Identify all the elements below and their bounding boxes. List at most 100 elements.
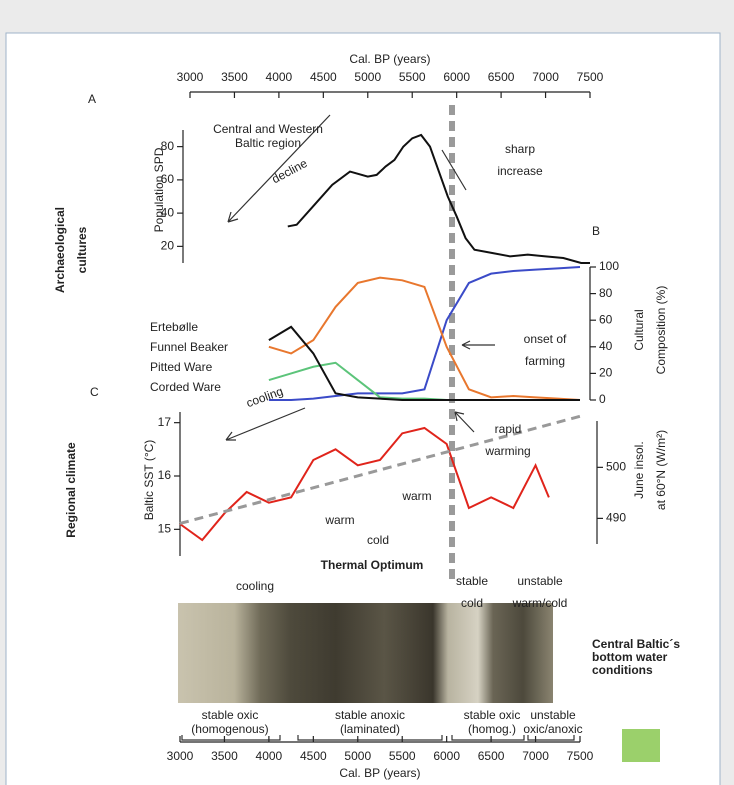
core-unit-line: stable oxic [202,708,259,722]
y2-axis-title: June insol. [632,441,646,498]
legend-entry: Pitted Ware [150,360,213,374]
x-tick-label: 4500 [310,70,337,84]
annotation: rapid warming [484,422,530,458]
x-tick-label: 6000 [433,749,460,763]
x-axis-title: Cal. BP (years) [339,766,420,780]
y-axis-title: Cultural [632,309,646,350]
core-caption-line: Central Baltic´s [592,637,680,651]
core-unit: stable oxic (homog.) [464,708,521,736]
chart-title: Central and Western Baltic region [213,122,323,150]
x-tick-label: 5500 [389,749,416,763]
y-tick-label: 80 [161,139,175,153]
y-axis-title: Population SPD [152,147,166,232]
annotation-line: warm [401,489,431,503]
core-unit-line: (laminated) [340,722,400,736]
core-unit: unstable oxic/anoxic [523,708,582,736]
annotation: sharp increase [497,142,543,178]
annotation: unstable warm/cold [512,574,568,610]
y2-tick-label: 490 [606,511,626,525]
x-tick-label: 6500 [488,70,515,84]
section-label-line: Regional climate [64,442,78,538]
core-unit: stable oxic (homogenous) [191,708,268,736]
x-tick-label: 4500 [300,749,327,763]
series-line [287,133,590,264]
x-axis-title: Cal. BP (years) [349,52,430,66]
panel-label: C [90,385,99,399]
y-tick-label: 16 [158,468,172,482]
core-caption-line: conditions [592,663,653,677]
y-tick-label: 80 [599,286,613,300]
annotation: stable cold [456,574,488,610]
annotation-line: Thermal Optimum [321,558,424,572]
annotation-line: farming [525,354,565,368]
annotation-line: warming [484,444,530,458]
annotation: Thermal Optimum [321,558,424,572]
y-tick-label: 40 [161,205,175,219]
annotation: onset of farming [524,332,567,368]
annotation-line: stable [456,574,488,588]
section-label-line: cultures [75,226,89,273]
annotation: cooling [236,579,274,593]
x-tick-label: 7000 [522,749,549,763]
y-tick-label: 17 [158,415,172,429]
core-unit-line: stable oxic [464,708,521,722]
series-line [179,414,581,525]
y-axis-title: Composition (%) [654,286,668,375]
core-unit-line: unstable [530,708,576,722]
arrows [181,114,575,741]
core-caption-line: bottom water [592,650,668,664]
chart-title-line: Central and Western [213,122,323,136]
core-caption: Central Baltic´s bottom water conditions [592,637,680,677]
series-line [268,276,581,401]
y-tick-label: 100 [599,259,619,273]
annotation-line: cooling [236,579,274,593]
panel-label: A [88,92,96,106]
legend-entry: Corded Ware [150,380,221,394]
series-line [268,325,580,401]
annotation-line: increase [497,164,543,178]
badge [622,729,660,762]
y-tick-label: 15 [158,522,172,536]
x-tick-label: 5000 [344,749,371,763]
x-tick-label: 7500 [577,70,604,84]
x-tick-label: 4000 [256,749,283,763]
y-axis-title: Baltic SST (°C) [142,440,156,521]
annotation-line: unstable [517,574,563,588]
x-tick-label: 6000 [443,70,470,84]
annotation-line: sharp [505,142,535,156]
series-line [179,426,550,542]
y-tick-label: 0 [599,392,606,406]
y-tick-label: 40 [599,339,613,353]
section-label: Archaeological cultures [53,207,89,293]
x-tick-label: 4000 [266,70,293,84]
x-tick-label: 3500 [211,749,238,763]
x-tick-label: 3500 [221,70,248,84]
sediment-core [178,603,553,703]
annotation-line: rapid [495,422,522,436]
x-tick-label: 3000 [177,70,204,84]
chart-title-line: Baltic region [235,136,301,150]
annotation-line: warm/cold [512,596,568,610]
annotation: warm [401,489,431,503]
x-tick-label: 7500 [567,749,594,763]
x-tick-label: 5000 [354,70,381,84]
annotation: cold [367,533,389,547]
annotation-line: cold [367,533,389,547]
section-label: Regional climate [64,442,78,538]
legend-entry: Funnel Beaker [150,340,228,354]
x-tick-label: 3000 [167,749,194,763]
core-unit: stable anoxic (laminated) [335,708,405,736]
annotation-line: cold [461,596,483,610]
annotation-line: warm [324,513,354,527]
core-unit-line: stable anoxic [335,708,405,722]
y-tick-label: 20 [599,366,613,380]
legend-entry: Ertebølle [150,320,198,334]
annotation-line: onset of [524,332,567,346]
series-line [268,266,581,401]
core-unit-line: oxic/anoxic [523,722,582,736]
section-label-line: Archaeological [53,207,67,293]
annotation: warm [324,513,354,527]
x-tick-label: 7000 [532,70,559,84]
